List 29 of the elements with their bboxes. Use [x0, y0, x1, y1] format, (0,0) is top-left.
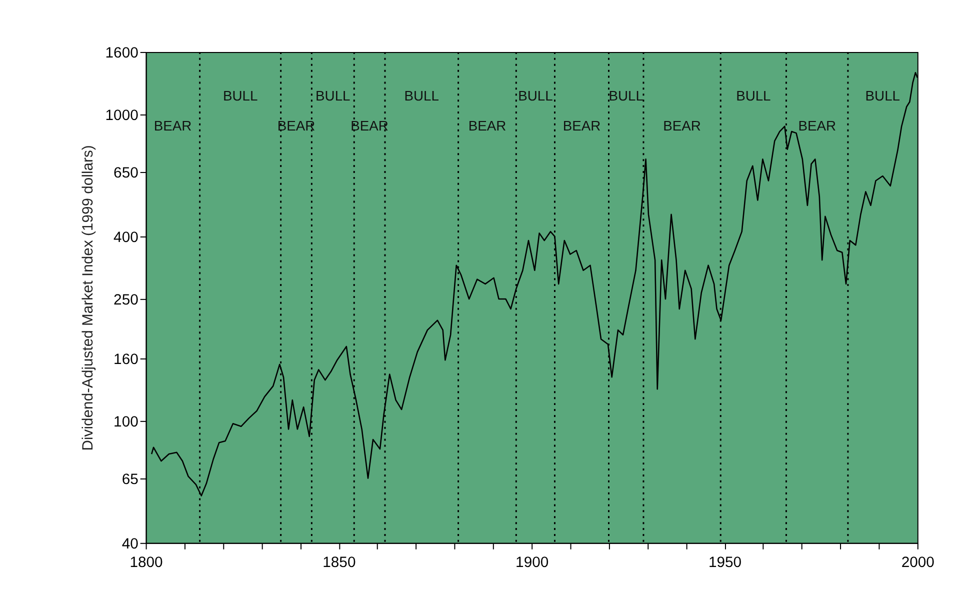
y-tick-label: 65 [122, 472, 138, 488]
y-tick-label: 1000 [105, 108, 138, 124]
annotation: BEAR [468, 117, 506, 134]
annotation: BEAR [277, 117, 316, 134]
y-tick-label: 250 [114, 292, 138, 308]
x-tick-label: 2000 [901, 555, 934, 572]
annotation: BULL [736, 88, 772, 104]
y-tick-label: 160 [114, 352, 138, 368]
y-tick-label: 100 [114, 414, 138, 430]
annotation: BEAR [350, 117, 388, 134]
x-tick-label: 1850 [322, 555, 356, 572]
annotation: BULL [518, 88, 554, 104]
x-tick-label: 1800 [130, 555, 163, 572]
x-tick-label: 1900 [516, 555, 549, 572]
y-tick-label: 40 [122, 536, 138, 552]
y-axis-title: Dividend-Adjusted Market Index (1999 dollars) [80, 145, 96, 451]
y-tick-label: 650 [114, 165, 138, 182]
annotation: BULL [316, 88, 351, 104]
y-tick-label: 400 [114, 230, 138, 246]
x-tick-label: 1950 [708, 555, 742, 572]
annotation: BULL [608, 88, 644, 104]
annotation: BULL [404, 88, 440, 104]
y-tick-label: 1600 [105, 45, 138, 62]
annotation: BEAR [154, 117, 192, 134]
annotation: BEAR [663, 117, 701, 134]
annotation: BULL [865, 88, 900, 104]
annotation: BEAR [562, 117, 601, 134]
annotation: BULL [222, 88, 258, 104]
annotation: BEAR [798, 117, 836, 134]
